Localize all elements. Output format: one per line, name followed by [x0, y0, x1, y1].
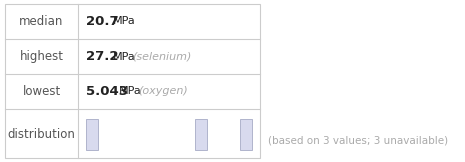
Bar — [86, 119, 98, 150]
Text: 20.7: 20.7 — [86, 15, 119, 28]
Text: MPa: MPa — [119, 87, 141, 97]
Text: (oxygen): (oxygen) — [139, 87, 188, 97]
Text: MPa: MPa — [113, 52, 135, 62]
Text: median: median — [20, 15, 64, 28]
Text: 27.2: 27.2 — [86, 50, 119, 63]
Text: highest: highest — [20, 50, 64, 63]
Text: 5.043: 5.043 — [86, 85, 128, 98]
Bar — [5, 4, 260, 158]
Text: (based on 3 values; 3 unavailable): (based on 3 values; 3 unavailable) — [268, 135, 448, 145]
Bar — [195, 119, 207, 150]
Text: MPa: MPa — [113, 17, 135, 27]
Text: (selenium): (selenium) — [133, 52, 192, 62]
Text: distribution: distribution — [7, 128, 75, 141]
Bar — [240, 119, 252, 150]
Text: lowest: lowest — [22, 85, 60, 98]
